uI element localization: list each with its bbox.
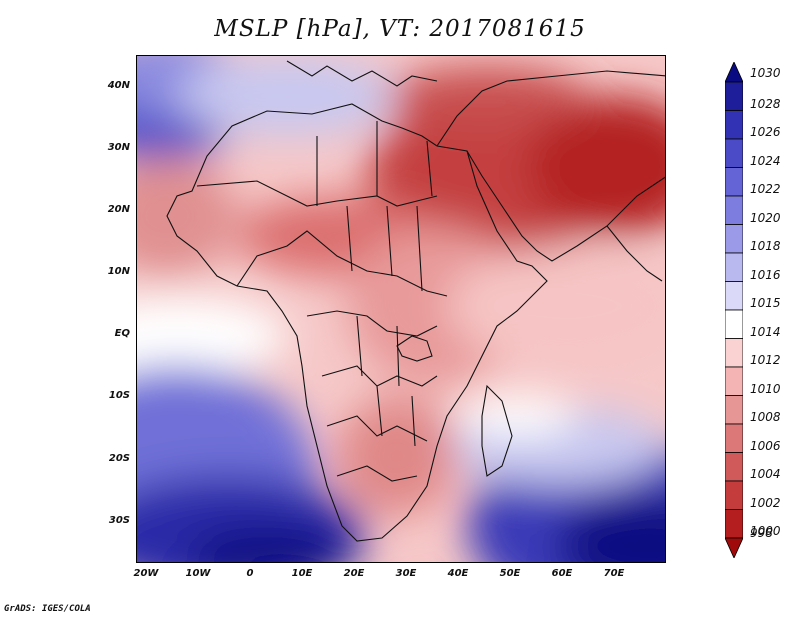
colorbar-label: 1010 xyxy=(750,381,781,396)
colorbar-swatch xyxy=(725,281,743,311)
colorbar-label: 1026 xyxy=(750,125,781,139)
colorbar-swatch xyxy=(725,167,743,197)
colorbar-label: 1002 xyxy=(750,495,781,510)
colorbar-swatch xyxy=(725,366,743,396)
colorbar-label: 1012 xyxy=(750,353,781,367)
colorbar-label: 1004 xyxy=(750,467,781,481)
colorbar-swatch xyxy=(725,452,743,482)
lon-label: 10W xyxy=(185,568,211,579)
colorbar-label: 1022 xyxy=(750,182,781,196)
colorbar-swatch xyxy=(725,62,743,83)
colorbar-swatch xyxy=(725,423,743,453)
lat-label: 40N xyxy=(107,80,130,91)
lat-label: 20N xyxy=(107,204,130,215)
lon-label: 20E xyxy=(343,568,365,579)
colorbar-swatch xyxy=(725,81,743,111)
lon-label: 70E xyxy=(603,568,625,579)
coastlines xyxy=(166,60,665,542)
colorbar-label: 998 xyxy=(750,526,773,540)
map-title: MSLP [hPa], VT: 2017081615 xyxy=(214,16,586,42)
colorbar-swatch xyxy=(725,252,743,282)
colorbar-label: 1028 xyxy=(750,96,781,111)
colorbar-label: 1006 xyxy=(750,438,781,453)
lat-label: 30S xyxy=(108,515,130,526)
lon-label: 40E xyxy=(447,568,469,579)
colorbar-label: 1018 xyxy=(750,239,781,253)
colorbar-swatch xyxy=(725,509,743,539)
lon-label: 10E xyxy=(291,568,313,579)
colorbar-swatch xyxy=(725,338,743,368)
lat-label: 10S xyxy=(108,390,130,401)
pressure-map xyxy=(136,55,666,563)
colorbar-swatch xyxy=(725,309,743,339)
colorbar-swatch xyxy=(725,224,743,254)
colorbar-label: 1014 xyxy=(750,324,781,339)
map-canvas xyxy=(137,56,665,562)
colorbar-label: 1008 xyxy=(750,410,781,424)
colorbar-swatch xyxy=(725,480,743,510)
colorbar-label: 1000 xyxy=(750,524,781,538)
colorbar-label: 1016 xyxy=(750,267,781,282)
colorbar-swatch xyxy=(725,138,743,168)
colorbar-swatch xyxy=(725,537,743,558)
credit-text: GrADS: IGES/COLA xyxy=(4,604,91,614)
lon-label: 0 xyxy=(246,568,254,579)
colorbar-label: 1015 xyxy=(750,296,781,310)
colorbar-swatch xyxy=(725,195,743,225)
colorbar-swatch xyxy=(725,110,743,140)
colorbar-label: 1020 xyxy=(750,210,781,225)
lon-label: 50E xyxy=(499,568,521,579)
lon-label: 20W xyxy=(133,568,159,579)
colorbar-swatch xyxy=(725,395,743,425)
colorbar xyxy=(725,62,743,558)
colorbar-label: 1030 xyxy=(750,66,781,80)
lat-label: 30N xyxy=(107,142,130,153)
lon-label: 60E xyxy=(551,568,573,579)
lat-label: EQ xyxy=(114,328,130,339)
lon-label: 30E xyxy=(395,568,417,579)
colorbar-label: 1024 xyxy=(750,153,781,168)
lat-label: 20S xyxy=(108,453,130,464)
lat-label: 10N xyxy=(107,266,130,277)
